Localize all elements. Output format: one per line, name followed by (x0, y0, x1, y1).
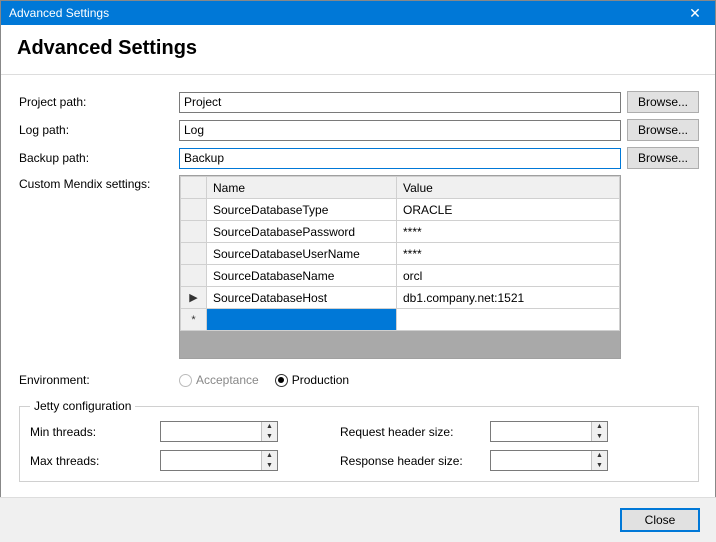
cell-value[interactable]: **** (397, 221, 620, 243)
spinner-icon[interactable]: ▲▼ (591, 422, 607, 441)
radio-dot-icon (179, 374, 192, 387)
log-browse-button[interactable]: Browse... (627, 119, 699, 141)
environment-row: Environment: Acceptance Production (19, 373, 699, 387)
log-path-label: Log path: (19, 123, 179, 137)
req-header-stepper[interactable]: ▲▼ (490, 421, 608, 442)
grid-row[interactable]: SourceDatabasePassword **** (181, 221, 620, 243)
cell-value[interactable]: ORACLE (397, 199, 620, 221)
res-header-label: Response header size: (340, 454, 490, 468)
grid-row[interactable]: SourceDatabaseUserName **** (181, 243, 620, 265)
row-marker (181, 199, 207, 221)
project-path-input[interactable] (179, 92, 621, 113)
col-name[interactable]: Name (207, 177, 397, 199)
req-header-input[interactable] (491, 422, 591, 441)
cell-name[interactable]: SourceDatabaseName (207, 265, 397, 287)
custom-settings-row: Custom Mendix settings: Name Value Sourc… (19, 175, 699, 359)
footer: Close (0, 497, 716, 542)
grid-corner (181, 177, 207, 199)
grid-row[interactable]: ▶ SourceDatabaseHost db1.company.net:152… (181, 287, 620, 309)
settings-grid[interactable]: Name Value SourceDatabaseType ORACLE Sou… (179, 175, 621, 359)
cell-value[interactable]: orcl (397, 265, 620, 287)
environment-label: Environment: (19, 373, 179, 387)
row-marker: ▶ (181, 287, 207, 309)
max-threads-input[interactable] (161, 451, 261, 470)
cell-name[interactable]: SourceDatabasePassword (207, 221, 397, 243)
radio-production-label: Production (292, 373, 349, 387)
min-threads-label: Min threads: (30, 425, 160, 439)
window-title: Advanced Settings (9, 6, 675, 20)
res-header-input[interactable] (491, 451, 591, 470)
backup-path-label: Backup path: (19, 151, 179, 165)
spinner-icon[interactable]: ▲▼ (591, 451, 607, 470)
min-threads-stepper[interactable]: ▲▼ (160, 421, 278, 442)
grid-row-new[interactable]: * (181, 309, 620, 331)
grid-row[interactable]: SourceDatabaseName orcl (181, 265, 620, 287)
row-marker: * (181, 309, 207, 331)
spinner-icon[interactable]: ▲▼ (261, 422, 277, 441)
jetty-legend: Jetty configuration (30, 399, 135, 413)
content: Project path: Browse... Log path: Browse… (1, 75, 715, 498)
grid-header-row: Name Value (181, 177, 620, 199)
log-path-row: Log path: Browse... (19, 119, 699, 141)
col-value[interactable]: Value (397, 177, 620, 199)
cell-name-selected[interactable] (207, 309, 397, 331)
close-icon[interactable]: ✕ (675, 1, 715, 25)
backup-path-input[interactable] (179, 148, 621, 169)
row-marker (181, 265, 207, 287)
row-marker (181, 243, 207, 265)
page-title: Advanced Settings (1, 25, 715, 75)
max-threads-stepper[interactable]: ▲▼ (160, 450, 278, 471)
res-header-stepper[interactable]: ▲▼ (490, 450, 608, 471)
custom-settings-label: Custom Mendix settings: (19, 175, 179, 359)
project-path-row: Project path: Browse... (19, 91, 699, 113)
backup-browse-button[interactable]: Browse... (627, 147, 699, 169)
radio-acceptance: Acceptance (179, 373, 259, 387)
cell-name[interactable]: SourceDatabaseHost (207, 287, 397, 309)
titlebar[interactable]: Advanced Settings ✕ (1, 1, 715, 25)
jetty-fieldset: Jetty configuration Min threads: ▲▼ Requ… (19, 399, 699, 482)
grid-row[interactable]: SourceDatabaseType ORACLE (181, 199, 620, 221)
cell-value[interactable]: db1.company.net:1521 (397, 287, 620, 309)
min-threads-input[interactable] (161, 422, 261, 441)
project-path-label: Project path: (19, 95, 179, 109)
close-button[interactable]: Close (620, 508, 700, 532)
cell-value[interactable]: **** (397, 243, 620, 265)
spinner-icon[interactable]: ▲▼ (261, 451, 277, 470)
radio-acceptance-label: Acceptance (196, 373, 259, 387)
backup-path-row: Backup path: Browse... (19, 147, 699, 169)
cell-name[interactable]: SourceDatabaseUserName (207, 243, 397, 265)
radio-production[interactable]: Production (275, 373, 349, 387)
cell-name[interactable]: SourceDatabaseType (207, 199, 397, 221)
req-header-label: Request header size: (340, 425, 490, 439)
log-path-input[interactable] (179, 120, 621, 141)
radio-dot-icon (275, 374, 288, 387)
cell-value[interactable] (397, 309, 620, 331)
row-marker (181, 221, 207, 243)
max-threads-label: Max threads: (30, 454, 160, 468)
project-browse-button[interactable]: Browse... (627, 91, 699, 113)
